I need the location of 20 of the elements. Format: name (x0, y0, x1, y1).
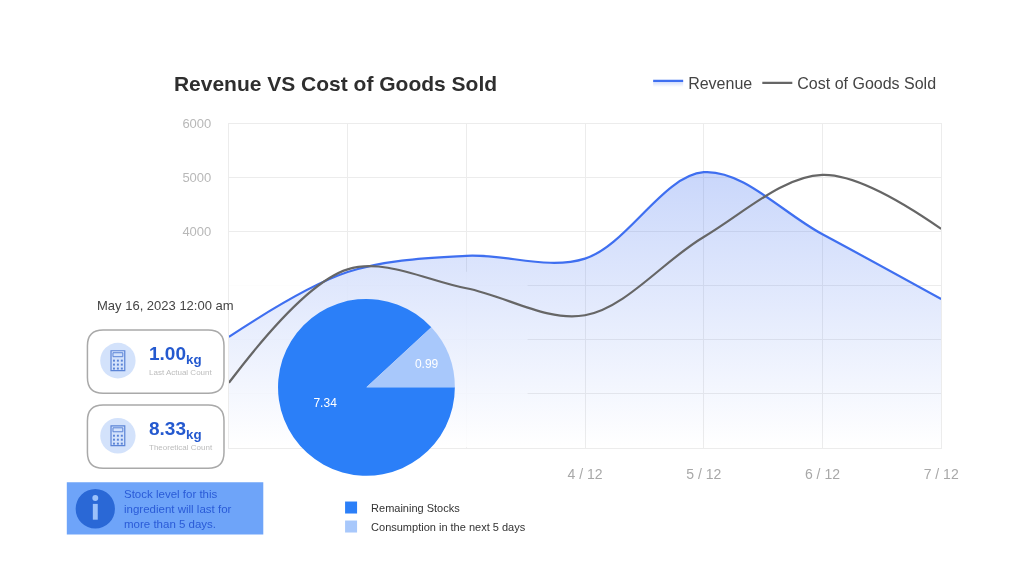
chart-title: Revenue VS Cost of Goods Sold (173, 72, 498, 96)
legend-label: Consumption in the next 5 days (371, 520, 526, 533)
legend-label: Remaining Stocks (371, 501, 461, 514)
text: Stock level for this ingredient will last for more than 5 days. (124, 488, 232, 530)
x-tick-label: 6 / 12 (804, 466, 841, 483)
text: 8.33$_{kg}$ (149, 418, 202, 442)
pie-slice (278, 299, 455, 476)
text: May 16, 2023 12:00 am (97, 298, 234, 313)
x-tick-label: 7 / 12 (923, 466, 959, 483)
y-tick-label: 6000 (182, 116, 212, 132)
data-label: 0.99 (414, 356, 439, 371)
data-label: 7.34 (313, 396, 338, 411)
x-tick-label: 4 / 12 (567, 466, 603, 483)
y-tick-label: 5000 (182, 170, 212, 186)
x-tick-label: 5 / 12 (686, 466, 722, 483)
pie-slice (366, 327, 455, 388)
legend-label: Revenue (688, 75, 753, 93)
y-tick-label: 4000 (182, 224, 212, 240)
legend-label: Cost of Goods Sold (797, 75, 937, 93)
text: 1.00$_{kg}$ (149, 343, 202, 367)
